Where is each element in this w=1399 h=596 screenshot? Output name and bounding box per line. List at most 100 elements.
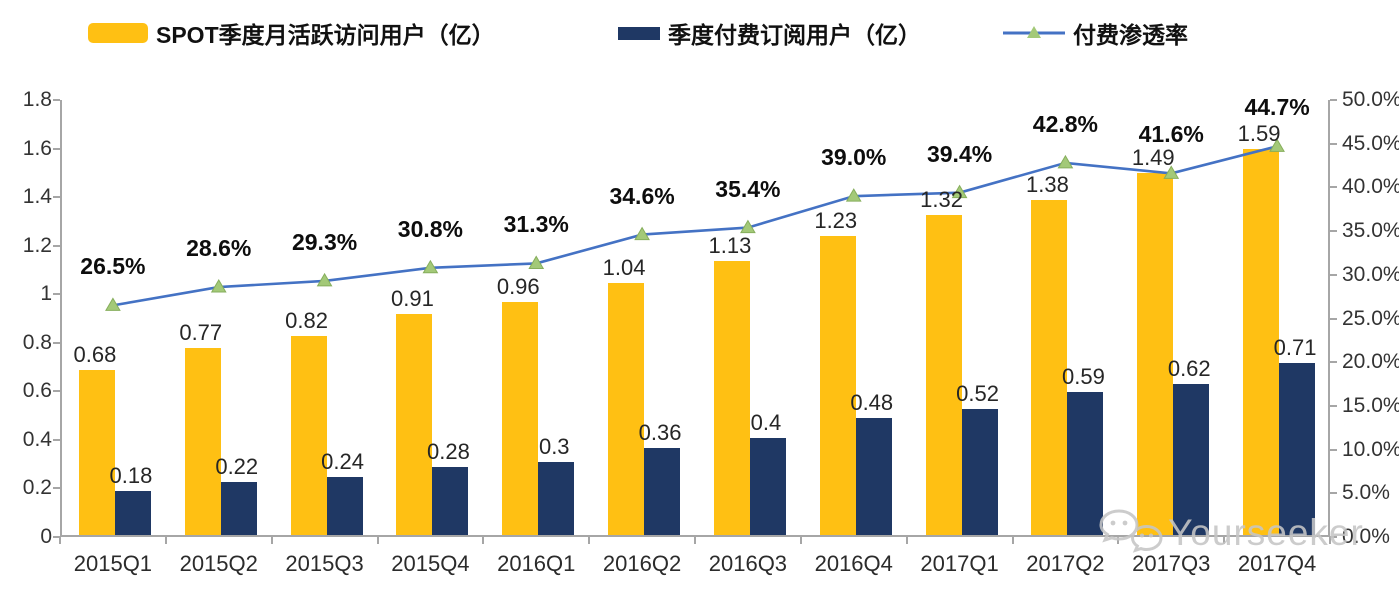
bar-mau bbox=[1243, 148, 1280, 535]
bar-mau bbox=[1137, 173, 1174, 535]
right-axis-tick bbox=[1330, 230, 1337, 233]
watermark-text: Yourseeker bbox=[1168, 512, 1364, 553]
left-axis-tick-label: 1 bbox=[40, 282, 52, 306]
legend-label-mau: SPOT季度月活跃访问用户（亿） bbox=[156, 22, 495, 48]
bar-value-label-subscribers: 0.52 bbox=[956, 380, 999, 406]
left-axis-tick bbox=[53, 147, 60, 150]
bar-value-label-mau: 1.59 bbox=[1237, 120, 1281, 146]
bar-subscribers bbox=[326, 476, 363, 535]
bar-mau bbox=[925, 214, 962, 535]
right-axis-tick bbox=[1330, 186, 1337, 189]
x-axis-tick bbox=[588, 537, 591, 544]
right-axis-tick-label: 5.0% bbox=[1342, 481, 1390, 505]
x-axis-label: 2016Q3 bbox=[708, 551, 788, 576]
bar-value-label-mau: 0.96 bbox=[496, 273, 540, 299]
right-axis-tick bbox=[1330, 142, 1337, 145]
bar-mau bbox=[1031, 199, 1068, 535]
right-axis-tick bbox=[1330, 492, 1337, 495]
penetration-marker-triangle bbox=[422, 259, 439, 274]
bar-value-label-mau: 1.13 bbox=[708, 232, 752, 258]
x-axis-tick bbox=[1011, 537, 1014, 544]
left-axis-tick-label: 0.2 bbox=[22, 476, 52, 500]
left-axis-tick bbox=[53, 487, 60, 490]
right-axis-tick-label: 45.0% bbox=[1342, 131, 1399, 155]
x-axis-label: 2017Q1 bbox=[920, 551, 999, 576]
bar-mau bbox=[502, 301, 539, 535]
bar-mau bbox=[713, 260, 750, 535]
bar-value-label-mau: 1.23 bbox=[814, 208, 858, 234]
x-axis-tick bbox=[482, 537, 485, 544]
bar-subscribers bbox=[1067, 391, 1104, 535]
left-axis-tick-label: 0.4 bbox=[22, 427, 52, 451]
penetration-pct-label: 30.8% bbox=[397, 215, 464, 242]
bar-value-label-subscribers: 0.62 bbox=[1167, 356, 1211, 382]
right-axis-tick-label: 20.0% bbox=[1342, 350, 1399, 374]
penetration-pct-label: 39.4% bbox=[926, 140, 993, 167]
penetration-pct-label: 35.4% bbox=[715, 175, 781, 202]
x-axis-tick bbox=[905, 537, 908, 544]
x-axis-label: 2015Q3 bbox=[285, 551, 364, 576]
left-axis-tick bbox=[53, 536, 60, 538]
penetration-pct-label: 31.3% bbox=[503, 211, 569, 238]
x-axis-tick bbox=[799, 537, 802, 544]
penetration-pct-label: 42.8% bbox=[1032, 110, 1099, 137]
right-axis-tick-label: 25.0% bbox=[1342, 306, 1399, 330]
left-axis-tick bbox=[53, 390, 60, 393]
left-axis-tick-label: 1.2 bbox=[22, 233, 52, 257]
x-axis-tick bbox=[1329, 537, 1331, 544]
legend-label-penetration: 付费渗透率 bbox=[1073, 22, 1188, 48]
left-axis-tick-label: 0 bbox=[40, 525, 52, 548]
right-axis-tick-label: 10.0% bbox=[1342, 437, 1399, 461]
legend-item-subscribers: 季度付费订阅用户（亿） bbox=[618, 18, 921, 48]
bar-subscribers bbox=[1173, 384, 1210, 535]
bar-subscribers bbox=[749, 437, 786, 535]
bar-subscribers bbox=[538, 462, 575, 535]
bar-subscribers bbox=[855, 418, 892, 535]
legend-swatch-subscribers-bar bbox=[618, 26, 660, 40]
x-axis-tick bbox=[164, 537, 167, 544]
right-axis-tick bbox=[1330, 361, 1337, 364]
penetration-marker-triangle bbox=[845, 188, 862, 202]
left-axis-tick bbox=[53, 341, 60, 344]
right-axis-tick bbox=[1330, 273, 1337, 276]
right-axis-tick-label: 50.0% bbox=[1342, 88, 1399, 111]
penetration-line-series bbox=[105, 138, 1285, 311]
bar-subscribers bbox=[961, 408, 998, 535]
left-axis-tick-label: 1.8 bbox=[22, 88, 52, 111]
legend-swatch-mau-bar bbox=[88, 23, 148, 43]
penetration-marker-triangle bbox=[1057, 154, 1074, 169]
bar-value-label-subscribers: 0.28 bbox=[426, 439, 470, 465]
penetration-marker-triangle bbox=[528, 255, 545, 269]
bar-mau bbox=[290, 335, 327, 535]
bar-value-label-subscribers: 0.22 bbox=[215, 453, 259, 479]
bar-subscribers bbox=[1279, 362, 1316, 535]
penetration-marker-triangle bbox=[210, 279, 227, 293]
penetration-marker-triangle bbox=[1163, 165, 1180, 179]
legend-item-penetration: 付费渗透率 bbox=[1003, 18, 1188, 48]
x-axis-label: 2017Q3 bbox=[1132, 551, 1211, 576]
legend-swatch-penetration-line bbox=[1003, 26, 1065, 38]
bar-subscribers bbox=[114, 491, 151, 535]
bar-value-label-mau: 0.91 bbox=[390, 286, 434, 312]
x-axis-tick bbox=[376, 537, 379, 544]
bar-value-label-mau: 1.38 bbox=[1025, 171, 1069, 197]
penetration-marker-triangle bbox=[951, 184, 968, 199]
bar-value-label-mau: 0.82 bbox=[285, 307, 328, 333]
x-axis-tick bbox=[694, 537, 696, 544]
bar-value-label-subscribers: 0.48 bbox=[850, 390, 894, 416]
wechat-icon bbox=[1099, 509, 1163, 553]
x-axis-label: 2015Q2 bbox=[179, 551, 258, 576]
penetration-marker-triangle bbox=[316, 272, 333, 287]
bar-subscribers bbox=[432, 467, 469, 535]
penetration-marker-triangle bbox=[740, 219, 756, 234]
penetration-marker-triangle bbox=[1269, 138, 1285, 152]
bar-value-label-mau: 0.77 bbox=[179, 320, 223, 346]
bar-subscribers bbox=[644, 447, 681, 535]
x-axis-tick bbox=[1223, 537, 1226, 544]
x-axis-label: 2017Q2 bbox=[1026, 551, 1105, 576]
right-axis-tick bbox=[1330, 317, 1337, 320]
x-axis-label: 2016Q2 bbox=[602, 551, 682, 576]
right-axis-tick-label: 0.0% bbox=[1342, 525, 1390, 548]
bar-value-label-subscribers: 0.4 bbox=[750, 409, 782, 435]
